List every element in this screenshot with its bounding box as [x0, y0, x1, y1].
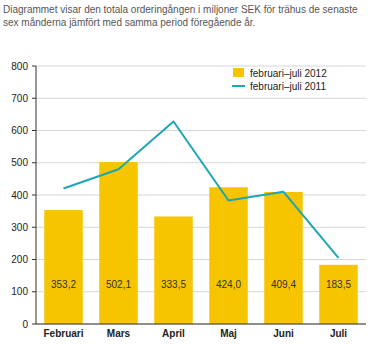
grid-line	[36, 291, 366, 292]
x-tick-label: Februari	[43, 328, 83, 339]
y-tick-label: 500	[11, 157, 28, 168]
y-tick-label: 600	[11, 125, 28, 136]
x-tick-label: Juli	[330, 328, 347, 339]
legend-label: februari–juli 2012	[250, 68, 327, 79]
tick-mark	[32, 66, 36, 67]
tick-mark	[32, 162, 36, 163]
y-tick-label: 800	[11, 61, 28, 72]
x-tick-label: Juni	[273, 328, 294, 339]
data-label: 502,1	[106, 279, 131, 290]
tick-mark	[32, 324, 36, 325]
bar	[154, 216, 193, 324]
bar	[209, 187, 248, 324]
grid-line	[36, 227, 366, 228]
tick-mark	[32, 227, 36, 228]
y-axis	[36, 66, 37, 324]
legend-swatch	[232, 85, 245, 87]
data-label: 333,5	[161, 279, 186, 290]
tick-mark	[32, 130, 36, 131]
data-label: 409,4	[271, 279, 296, 290]
grid-line	[36, 259, 366, 260]
y-tick-label: 100	[11, 286, 28, 297]
grid-line	[36, 130, 366, 131]
line	[64, 121, 339, 257]
chart-title: Diagrammet visar den totala orderingånge…	[3, 4, 365, 29]
data-label: 353,2	[51, 279, 76, 290]
tick-mark	[32, 195, 36, 196]
x-axis	[36, 323, 366, 324]
legend-swatch	[233, 68, 244, 77]
grid-line	[36, 324, 366, 325]
y-tick-label: 0	[22, 319, 28, 330]
grid-line	[36, 195, 366, 196]
legend-label: februari–juli 2011	[250, 81, 326, 92]
bar	[264, 192, 303, 324]
y-tick-label: 200	[11, 254, 28, 265]
data-label: 183,5	[326, 279, 351, 290]
data-labels: 353,2 502,1 333,5 424,0 409,4 183,5	[51, 279, 351, 290]
x-tick-label: April	[162, 328, 185, 339]
marks	[44, 121, 358, 324]
y-tick-label: 400	[11, 190, 28, 201]
grid-line	[36, 98, 366, 99]
data-label: 424,0	[216, 279, 241, 290]
tick-mark	[32, 291, 36, 292]
y-tick-label: 700	[11, 93, 28, 104]
tick-mark	[32, 98, 36, 99]
x-tick-label: Mars	[107, 328, 131, 339]
bar	[44, 210, 83, 324]
x-tick-label: Maj	[220, 328, 237, 339]
y-tick-label: 300	[11, 222, 28, 233]
bar	[319, 265, 358, 324]
tick-mark	[32, 259, 36, 260]
bar	[99, 162, 138, 324]
chart-svg: 0 100 200 300 400 500 600 700 800 353,2 502,1 333,5…	[0, 0, 377, 344]
grid-line	[36, 66, 366, 67]
